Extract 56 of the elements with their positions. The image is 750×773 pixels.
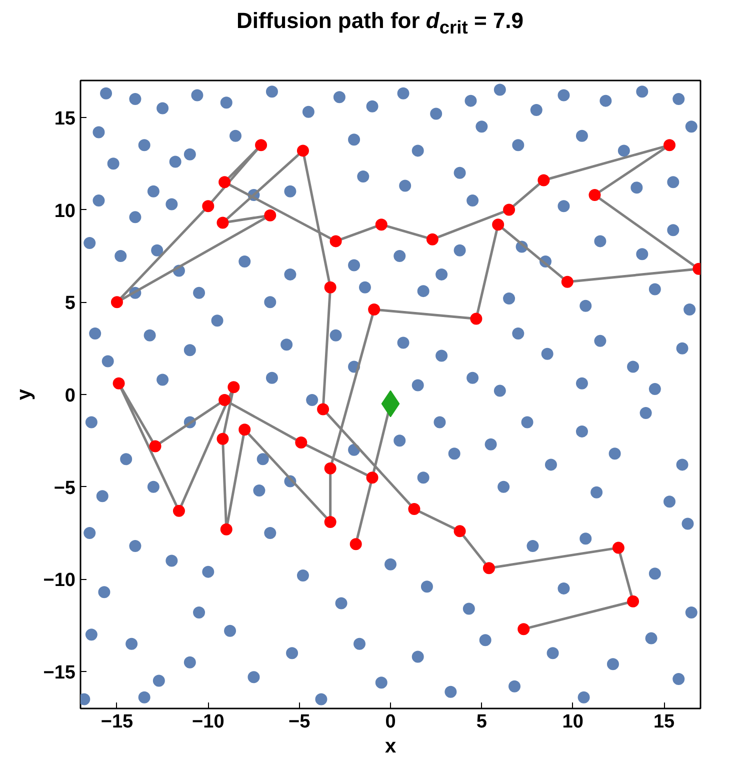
y-tick-label: 5	[64, 293, 76, 314]
point	[375, 218, 388, 231]
point	[518, 623, 530, 636]
point	[350, 538, 362, 550]
point	[295, 436, 308, 449]
point	[426, 233, 438, 246]
point	[664, 139, 676, 152]
point	[296, 144, 309, 157]
point	[202, 200, 214, 212]
point	[470, 312, 482, 325]
chart-title: Diffusion path for d$_{crit}$ = 7.9	[235, 7, 525, 40]
x-tick-label: 0	[385, 712, 396, 732]
point	[561, 276, 574, 288]
point	[538, 174, 550, 186]
point	[454, 525, 466, 538]
point	[324, 281, 336, 294]
point	[110, 296, 123, 308]
point	[218, 394, 231, 406]
y-axis-title: y	[13, 388, 36, 400]
point	[238, 424, 251, 436]
point	[366, 472, 378, 484]
point	[317, 403, 330, 416]
point	[264, 209, 276, 222]
x-axis-title: x	[384, 736, 396, 758]
point	[216, 216, 229, 229]
point	[482, 562, 495, 574]
point	[228, 381, 240, 394]
point	[492, 218, 504, 231]
point	[503, 204, 516, 216]
point	[255, 139, 268, 152]
y-tick-label: 0	[64, 386, 76, 406]
point	[149, 440, 162, 452]
y-tick-label: −5	[54, 478, 76, 499]
point	[216, 432, 229, 445]
point	[368, 304, 380, 316]
point	[627, 595, 640, 608]
x-tick-label: −15	[100, 712, 134, 732]
point	[172, 504, 185, 517]
x-tick-label: 5	[476, 712, 488, 732]
point	[612, 542, 624, 554]
x-tick-label: −10	[192, 712, 224, 732]
x-tick-label: −5	[288, 712, 311, 732]
point	[588, 189, 601, 202]
point	[218, 176, 231, 188]
point	[324, 516, 336, 528]
point	[112, 377, 125, 390]
point	[220, 523, 232, 536]
y-tick-label: −10	[43, 570, 76, 592]
point	[408, 503, 420, 516]
point	[330, 235, 342, 248]
x-tick-label: 15	[653, 712, 676, 732]
point	[324, 462, 336, 474]
x-tick-label: 10	[562, 712, 584, 732]
y-tick-label: 15	[54, 108, 76, 130]
y-tick-label: 10	[54, 200, 76, 222]
y-tick-label: −15	[43, 662, 76, 684]
